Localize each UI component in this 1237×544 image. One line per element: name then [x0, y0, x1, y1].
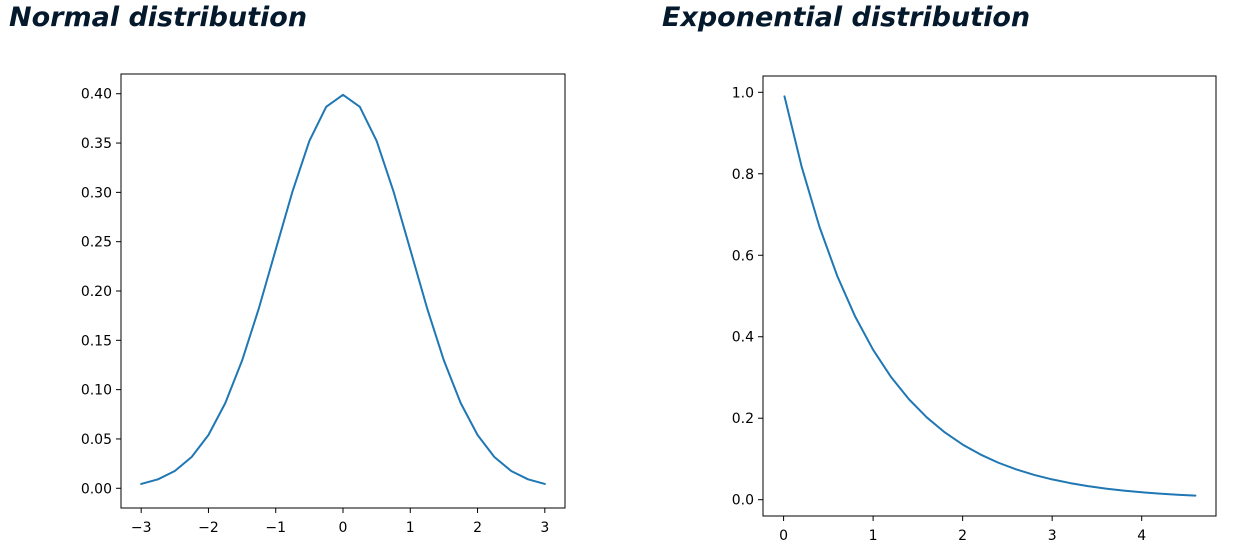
normal-chart-title: Normal distribution	[9, 2, 308, 33]
normal-y-tick-label: 0.25	[81, 235, 112, 251]
normal-y-tick-label: 0.15	[81, 333, 112, 349]
normal-y-tick-label: 0.30	[81, 185, 112, 201]
normal-y-tick-label: 0.40	[81, 87, 112, 103]
normal-y-tick-label: 0.10	[81, 383, 112, 399]
exponential-curve	[783, 95, 1197, 497]
normal-x-tick-label: −1	[265, 520, 286, 536]
normal-x-tick-label: 3	[540, 520, 549, 536]
exponential-x-tick-label: 2	[958, 528, 967, 544]
exponential-y-tick-label: 0.8	[732, 167, 754, 183]
exponential-plot-frame	[762, 75, 1217, 517]
normal-y-tick-label: 0.05	[81, 432, 112, 448]
normal-x-tick-label: 0	[339, 520, 348, 536]
exponential-x-tick-label: 3	[1048, 528, 1057, 544]
normal-x-tick-label: −3	[131, 520, 152, 536]
normal-y-tick-label: 0.20	[81, 284, 112, 300]
normal-x-tick-label: 1	[406, 520, 415, 536]
exponential-y-tick-label: 0.6	[732, 248, 754, 264]
exponential-y-tick-label: 0.4	[732, 330, 754, 346]
normal-x-tick-label: −2	[198, 520, 219, 536]
exponential-x-tick-label: 1	[869, 528, 878, 544]
normal-y-tick-label: 0.35	[81, 136, 112, 152]
normal-curve	[140, 93, 546, 485]
exponential-y-tick-label: 0.2	[732, 411, 754, 427]
exponential-y-tick-label: 1.0	[732, 85, 754, 101]
normal-x-tick-label: 2	[473, 520, 482, 536]
normal-y-tick-label: 0.00	[81, 481, 112, 497]
exponential-x-tick-label: 4	[1137, 528, 1146, 544]
exponential-x-tick-label: 0	[779, 528, 788, 544]
exponential-chart-title: Exponential distribution	[662, 2, 1031, 33]
exponential-y-tick-label: 0.0	[732, 493, 754, 509]
